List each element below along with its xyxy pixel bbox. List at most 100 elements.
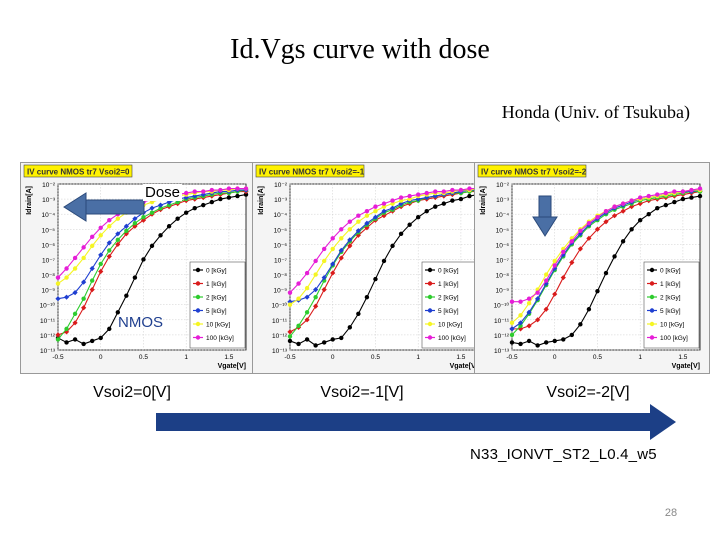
data-point	[157, 202, 164, 208]
data-point	[518, 323, 523, 329]
data-point	[209, 187, 215, 193]
data-point	[175, 216, 180, 221]
data-point	[124, 293, 129, 298]
data-point	[98, 252, 104, 258]
data-point	[107, 248, 112, 253]
data-point	[98, 225, 103, 230]
legend-marker	[195, 267, 201, 273]
data-point	[115, 211, 121, 217]
data-point	[64, 275, 69, 280]
legend-marker	[649, 267, 655, 273]
x-tick-label: -0.5	[506, 354, 518, 361]
data-point	[226, 195, 232, 200]
legend-marker	[195, 294, 201, 300]
data-point	[347, 237, 353, 243]
data-point	[89, 265, 95, 272]
data-point	[175, 199, 180, 205]
x-tick-label: 0	[99, 354, 103, 361]
data-point	[235, 193, 240, 199]
data-point	[637, 218, 643, 223]
data-point	[398, 198, 404, 203]
x-tick-label: 0	[331, 354, 335, 361]
y-tick-label: 10⁻³	[274, 197, 288, 204]
y-tick-label: 10⁻¹²	[40, 333, 56, 340]
legend-marker	[427, 308, 433, 313]
data-point	[115, 237, 121, 243]
data-point	[467, 193, 472, 199]
y-tick-label: 10⁻⁸	[496, 273, 510, 280]
y-tick-label: 10⁻¹⁰	[272, 302, 288, 310]
data-point	[646, 193, 651, 199]
legend-marker	[427, 335, 433, 340]
data-point	[373, 208, 378, 214]
x-tick-label: 0.5	[139, 354, 148, 361]
data-point	[373, 204, 378, 209]
data-point	[55, 275, 61, 280]
data-point	[339, 236, 344, 241]
y-tick-label: 10⁻¹⁰	[494, 302, 510, 310]
y-tick-label: 10⁻⁶	[42, 242, 56, 249]
legend-label: 0 [kGy]	[206, 268, 227, 275]
data-point	[586, 307, 592, 312]
data-point	[390, 198, 395, 203]
data-point	[89, 338, 95, 344]
data-point	[577, 246, 583, 252]
data-point	[149, 243, 155, 249]
data-point	[689, 187, 694, 193]
data-point	[433, 189, 438, 194]
data-point	[603, 270, 609, 276]
data-point	[235, 186, 240, 191]
legend-label: 0 [kGy]	[438, 268, 459, 275]
page-number: 28	[664, 507, 678, 519]
data-point	[218, 196, 223, 202]
data-point	[330, 236, 335, 241]
chart-svg: IV curve NMOS tr7 Vsoi2=0 10⁻² 10⁻³ 10⁻⁴ 10⁻…	[20, 162, 256, 374]
data-point	[578, 228, 583, 233]
data-point	[81, 245, 86, 250]
data-point	[629, 198, 634, 203]
y-tick-label: 10⁻⁴	[496, 212, 510, 219]
data-point	[603, 219, 609, 225]
data-point	[55, 281, 61, 286]
data-point	[209, 199, 215, 205]
chart-title: IV curve NMOS tr7 Vsoi2=-2	[481, 168, 587, 177]
y-tick-label: 10⁻⁵	[496, 227, 510, 234]
data-point	[141, 215, 146, 220]
legend-label: 100 [kGy]	[438, 335, 466, 342]
data-point	[89, 234, 95, 240]
data-point	[296, 296, 301, 301]
data-point	[356, 219, 361, 224]
data-point	[347, 325, 353, 330]
y-tick-label: 10⁻¹¹	[272, 318, 288, 325]
data-point	[296, 281, 301, 286]
data-point	[321, 246, 327, 252]
data-point	[132, 221, 138, 226]
data-point	[509, 340, 515, 345]
data-point	[620, 201, 626, 206]
data-point	[689, 195, 694, 200]
data-point	[81, 296, 86, 301]
data-point	[517, 320, 524, 326]
data-point	[415, 192, 421, 197]
x-tick-label: 0.5	[371, 354, 380, 361]
author-label: Honda (Univ. of Tsukuba)	[501, 102, 690, 122]
data-point	[381, 258, 387, 264]
legend-label: 5 [kGy]	[438, 308, 459, 315]
data-point	[467, 186, 472, 191]
data-point	[518, 299, 523, 304]
legend-marker	[427, 281, 433, 286]
data-point	[243, 192, 249, 197]
x-tick-label: 1.5	[678, 354, 687, 361]
y-tick-label: 10⁻¹³	[494, 348, 510, 355]
data-point	[356, 311, 361, 316]
legend-label: 1 [kGy]	[206, 281, 227, 288]
data-point	[89, 278, 95, 283]
data-point	[124, 228, 129, 233]
data-point	[287, 334, 293, 339]
legend-box	[643, 261, 700, 349]
legend-label: 100 [kGy]	[660, 335, 688, 342]
data-point	[313, 343, 318, 348]
data-point	[398, 231, 404, 236]
data-point	[132, 275, 138, 280]
data-point	[296, 341, 301, 347]
